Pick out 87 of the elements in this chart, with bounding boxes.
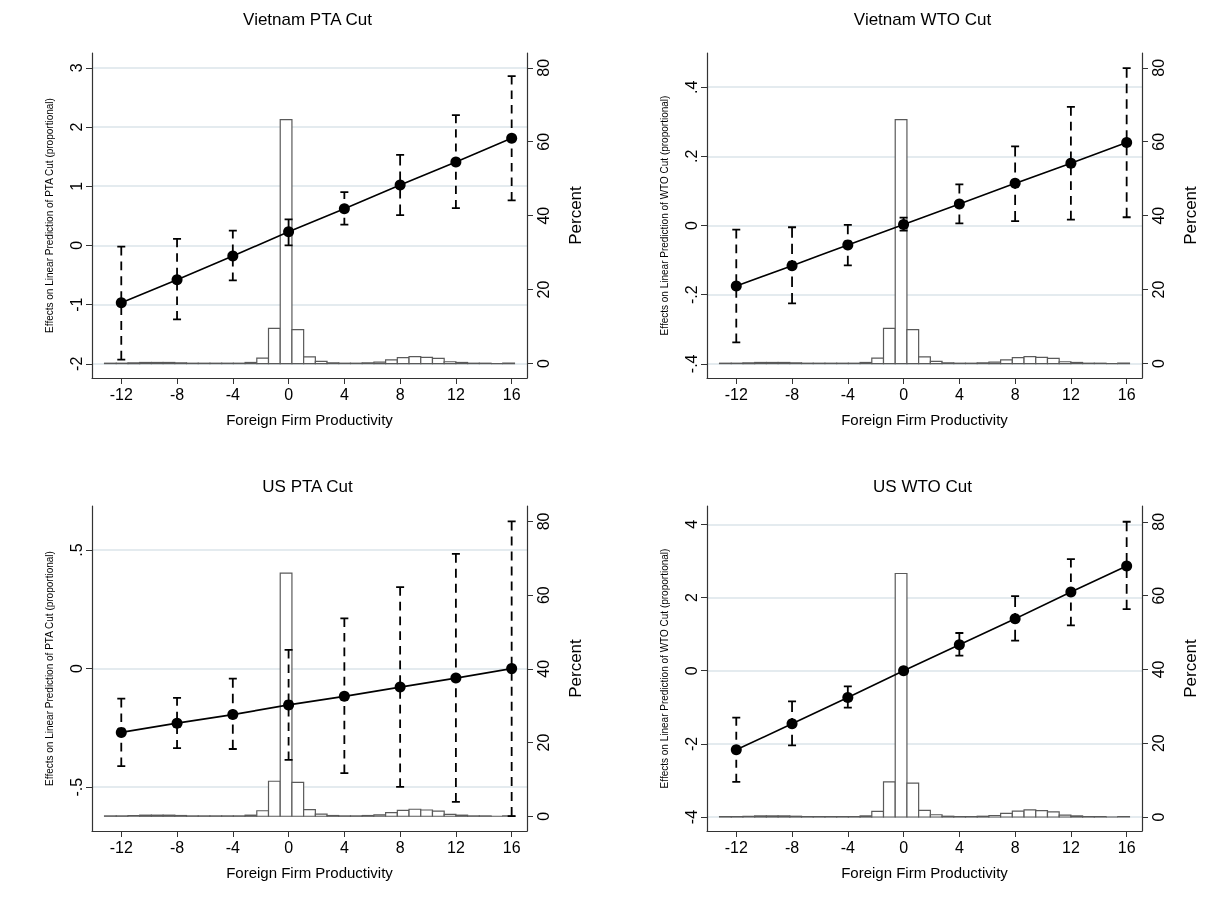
x-tick-label: 8 — [395, 838, 405, 856]
x-tick-label: -12 — [724, 385, 748, 403]
y-tick-label: .5 — [67, 543, 85, 557]
y-tick-label: 4 — [682, 519, 700, 529]
chart-title: US WTO Cut — [873, 477, 973, 496]
y2-tick-label: 60 — [534, 132, 552, 151]
x-tick-label: -8 — [784, 838, 800, 856]
y2-tick-label: 20 — [1149, 734, 1167, 753]
x-tick-label: -12 — [109, 385, 133, 403]
x-tick-label: -8 — [169, 838, 185, 856]
x-axis-title: Foreign Firm Productivity — [841, 864, 1009, 881]
y-tick-label: -.4 — [682, 354, 700, 374]
y-axis-title: Effects on Linear Prediction of WTO Cut (proportional) — [658, 95, 670, 336]
y-tick-label: 0 — [67, 664, 85, 674]
y2-tick-label: 0 — [1149, 359, 1167, 369]
y2-tick-label: 80 — [534, 58, 552, 77]
y2-tick-label: 0 — [534, 359, 552, 369]
x-tick-label: 4 — [339, 838, 349, 856]
x-tick-label: 0 — [284, 838, 294, 856]
x-tick-label: -4 — [225, 838, 241, 856]
y-tick-label: .4 — [682, 80, 700, 94]
y2-tick-label: 40 — [1149, 660, 1167, 679]
y2-tick-label: 60 — [1149, 586, 1167, 605]
x-tick-label: 4 — [954, 385, 964, 403]
y-tick-label: 1 — [67, 181, 85, 191]
x-axis-title: Foreign Firm Productivity — [226, 411, 394, 428]
y-tick-label: 3 — [67, 63, 85, 73]
y2-tick-label: 20 — [1149, 280, 1167, 299]
y2-axis-title: Percent — [566, 185, 585, 245]
x-tick-label: 0 — [284, 385, 294, 403]
y2-tick-label: 40 — [1149, 206, 1167, 225]
y-axis-title: Effects on Linear Prediction of WTO Cut (proportional) — [658, 548, 670, 789]
y2-tick-label: 80 — [534, 512, 552, 531]
y-tick-label: 0 — [682, 220, 700, 230]
y-tick-label: 2 — [67, 122, 85, 132]
y2-tick-label: 40 — [534, 659, 552, 678]
x-tick-label: 0 — [899, 838, 909, 856]
x-tick-label: -4 — [225, 385, 241, 403]
x-tick-label: -4 — [840, 385, 856, 403]
x-tick-label: 4 — [339, 385, 349, 403]
y-tick-label: 0 — [67, 240, 85, 250]
y2-axis-title: Percent — [566, 638, 585, 698]
y-tick-label: -4 — [682, 809, 700, 825]
x-axis-title: Foreign Firm Productivity — [841, 411, 1009, 428]
y-tick-label: -2 — [682, 736, 700, 752]
y2-tick-label: 60 — [534, 586, 552, 605]
y-tick-label: -1 — [67, 297, 85, 312]
x-tick-label: 8 — [395, 385, 405, 403]
chart-title: Vietnam PTA Cut — [243, 10, 373, 29]
x-tick-label: -8 — [784, 385, 800, 403]
y-tick-label: -.5 — [67, 777, 85, 797]
y-tick-label: .2 — [682, 149, 700, 164]
y2-tick-label: 60 — [1149, 132, 1167, 151]
y-tick-label: 0 — [682, 666, 700, 676]
y-axis-title: Effects on Linear Prediction of PTA Cut (proportional) — [43, 98, 55, 333]
chart-title: Vietnam WTO Cut — [853, 10, 992, 29]
y-tick-label: -.2 — [682, 285, 700, 305]
x-tick-label: -12 — [724, 838, 748, 856]
x-tick-label: 12 — [1062, 385, 1080, 403]
x-tick-label: 8 — [1010, 385, 1020, 403]
y2-tick-label: 0 — [1149, 812, 1167, 822]
y2-axis-title: Percent — [1181, 185, 1200, 245]
x-tick-label: 16 — [1117, 385, 1136, 403]
y2-tick-label: 40 — [534, 206, 552, 225]
chart-title: US PTA Cut — [262, 477, 353, 496]
y2-tick-label: 80 — [1149, 58, 1167, 77]
x-tick-label: 0 — [899, 385, 909, 403]
x-tick-label: 16 — [1117, 838, 1136, 856]
y-tick-label: -2 — [67, 356, 85, 371]
x-tick-label: -4 — [840, 838, 856, 856]
y2-tick-label: 20 — [534, 733, 552, 752]
y-tick-label: 2 — [682, 592, 700, 602]
x-tick-label: 12 — [447, 385, 465, 403]
x-tick-label: 12 — [1062, 838, 1080, 856]
x-tick-label: -8 — [169, 385, 185, 403]
x-tick-label: 16 — [502, 385, 521, 403]
x-tick-label: 8 — [1010, 838, 1020, 856]
y-axis-title: Effects on Linear Prediction of PTA Cut (proportional) — [43, 551, 55, 786]
y2-tick-label: 20 — [534, 280, 552, 299]
y2-tick-label: 0 — [534, 811, 552, 821]
x-tick-label: -12 — [109, 838, 133, 856]
y2-axis-title: Percent — [1181, 638, 1200, 698]
x-tick-label: 12 — [447, 838, 465, 856]
y2-tick-label: 80 — [1149, 512, 1167, 531]
x-axis-title: Foreign Firm Productivity — [226, 864, 394, 881]
x-tick-label: 16 — [502, 838, 521, 856]
x-tick-label: 4 — [954, 838, 964, 856]
